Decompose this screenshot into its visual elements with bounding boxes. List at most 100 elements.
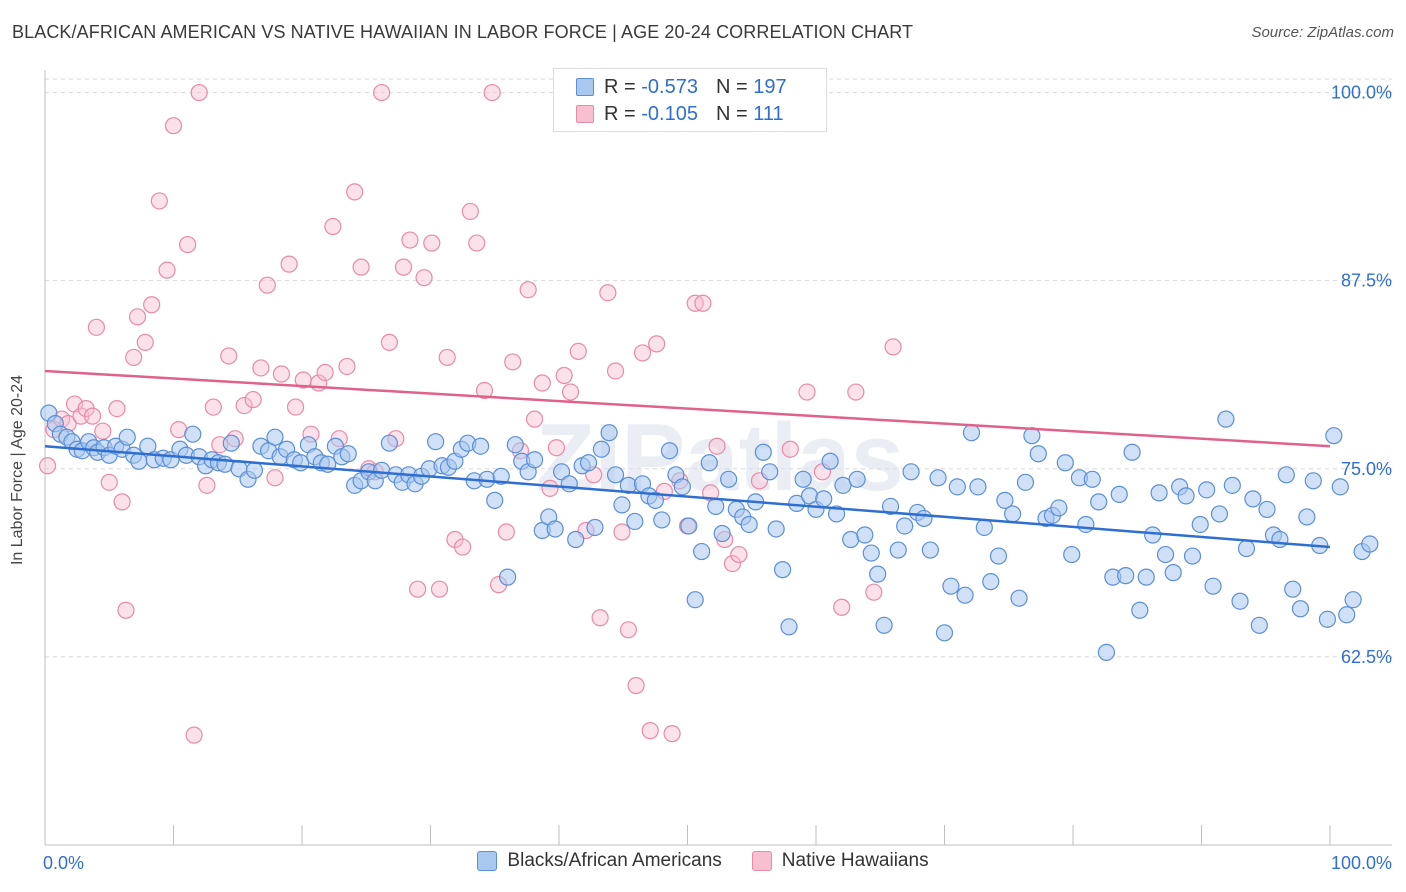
data-point-black-african-american [1210, 505, 1229, 523]
data-point-black-african-american [842, 530, 860, 549]
data-point-native-hawaiian [286, 398, 305, 416]
source-credit: Source: ZipAtlas.com [1251, 24, 1394, 41]
y-tick-label: 100.0% [1331, 83, 1392, 103]
data-point-native-hawaiian [150, 192, 168, 210]
legend-label-hawaiians: Native Hawaiians [781, 850, 929, 871]
data-point-black-african-american [1183, 547, 1202, 565]
data-point-native-hawaiian [252, 359, 270, 377]
data-point-black-african-american [1004, 505, 1022, 523]
data-point-black-african-american [1325, 427, 1343, 445]
legend-n-value: 197 [753, 75, 787, 98]
data-point-black-african-american [996, 491, 1014, 509]
data-point-black-african-american [1237, 539, 1256, 558]
data-point-black-african-american [592, 440, 611, 458]
data-point-native-hawaiian [525, 410, 544, 428]
data-point-black-african-american [506, 436, 524, 454]
data-point-black-african-american [660, 442, 679, 460]
data-point-native-hawaiian [220, 347, 238, 365]
data-point-native-hawaiian [541, 479, 559, 497]
data-point-black-african-american [567, 530, 585, 549]
data-point-black-african-american [560, 475, 578, 493]
data-point-black-african-american [1144, 526, 1162, 544]
data-point-native-hawaiian [468, 234, 486, 252]
data-point-native-hawaiian [83, 407, 102, 425]
data-point-black-african-american [1090, 493, 1108, 511]
data-point-black-african-american [935, 624, 954, 642]
data-point-black-african-american [700, 454, 718, 472]
data-point-black-african-american [380, 434, 398, 452]
data-point-native-hawaiian [136, 333, 154, 351]
series-native-hawaiians [38, 83, 902, 744]
data-point-black-african-american [600, 424, 618, 442]
data-point-black-african-american [827, 505, 846, 523]
data-point-black-african-american [1277, 466, 1295, 484]
data-point-black-african-american [989, 547, 1008, 565]
data-point-black-african-american [130, 452, 148, 470]
data-point-black-african-american [869, 565, 887, 583]
data-point-black-african-american [1117, 567, 1135, 585]
legend-r-value: -0.105 [641, 102, 698, 125]
axes [44, 70, 1392, 846]
data-point-black-african-american [707, 497, 725, 516]
data-point-native-hawaiian [438, 348, 456, 367]
data-point-black-african-american [118, 428, 136, 446]
data-point-black-african-american [1156, 545, 1175, 564]
data-point-black-african-american [1231, 592, 1249, 610]
data-point-black-african-american [948, 478, 966, 496]
data-point-black-african-american [1361, 535, 1379, 553]
data-point-black-african-american [720, 470, 738, 488]
data-point-black-african-american [1198, 481, 1216, 499]
correlation-legend: R = -0.573 N = 197 R = -0.105 N = 111 [553, 68, 827, 132]
data-point-native-hawaiian [125, 348, 143, 367]
legend-n-value: 111 [753, 102, 784, 125]
data-point-native-hawaiian [663, 725, 681, 743]
data-point-black-african-american [693, 542, 711, 561]
data-point-black-african-american [606, 466, 625, 484]
chart-title: BLACK/AFRICAN AMERICAN VS NATIVE HAWAIIA… [12, 22, 914, 42]
data-point-native-hawaiian [483, 83, 501, 102]
data-point-black-african-american [915, 509, 933, 528]
data-point-black-african-american [1244, 490, 1262, 508]
data-point-native-hawaiian [454, 538, 472, 556]
legend-r-label: R = [604, 102, 636, 125]
data-point-native-hawaiian [143, 296, 161, 314]
data-point-native-hawaiian [730, 545, 748, 564]
data-point-native-hawaiian [561, 383, 580, 401]
data-point-black-african-american [266, 428, 284, 446]
data-point-black-african-american [1177, 487, 1195, 505]
data-point-native-hawaiian [694, 294, 712, 312]
data-point-black-african-american [686, 591, 704, 609]
data-point-black-african-american [848, 470, 866, 488]
data-point-black-african-american [1029, 445, 1047, 463]
data-point-black-african-american [1097, 643, 1116, 661]
data-point-native-hawaiian [423, 234, 441, 252]
data-point-native-hawaiian [94, 422, 112, 440]
data-point-black-african-american [929, 469, 947, 487]
data-point-black-african-american [754, 443, 772, 461]
series-legend: Blacks/African Americans Native Hawaiian… [0, 850, 1406, 872]
gridlines [45, 78, 1392, 658]
data-point-black-african-american [1150, 484, 1168, 502]
data-point-black-african-american [780, 618, 798, 636]
data-point-native-hawaiian [198, 476, 216, 494]
data-point-native-hawaiian [884, 338, 902, 356]
data-point-black-african-american [982, 573, 1000, 591]
series-blacks-african-americans [40, 404, 1379, 661]
data-point-native-hawaiian [394, 258, 413, 276]
data-point-native-hawaiian [258, 276, 276, 294]
data-point-black-african-american [962, 424, 981, 442]
data-point-native-hawaiian [613, 523, 631, 541]
data-point-native-hawaiian [373, 83, 391, 102]
data-point-black-african-american [472, 437, 490, 455]
y-tick-label: 75.0% [1341, 459, 1392, 479]
data-point-black-african-american [773, 561, 792, 579]
data-point-native-hawaiian [847, 383, 865, 401]
y-tick-label: 87.5% [1341, 271, 1392, 291]
data-point-black-african-american [862, 544, 880, 562]
legend-swatch-pink [576, 105, 594, 123]
data-point-black-african-american [1077, 515, 1095, 534]
data-point-black-african-american [875, 616, 893, 634]
data-point-native-hawaiian [164, 117, 183, 135]
data-point-native-hawaiian [648, 335, 666, 353]
data-point-black-african-american [492, 467, 510, 485]
